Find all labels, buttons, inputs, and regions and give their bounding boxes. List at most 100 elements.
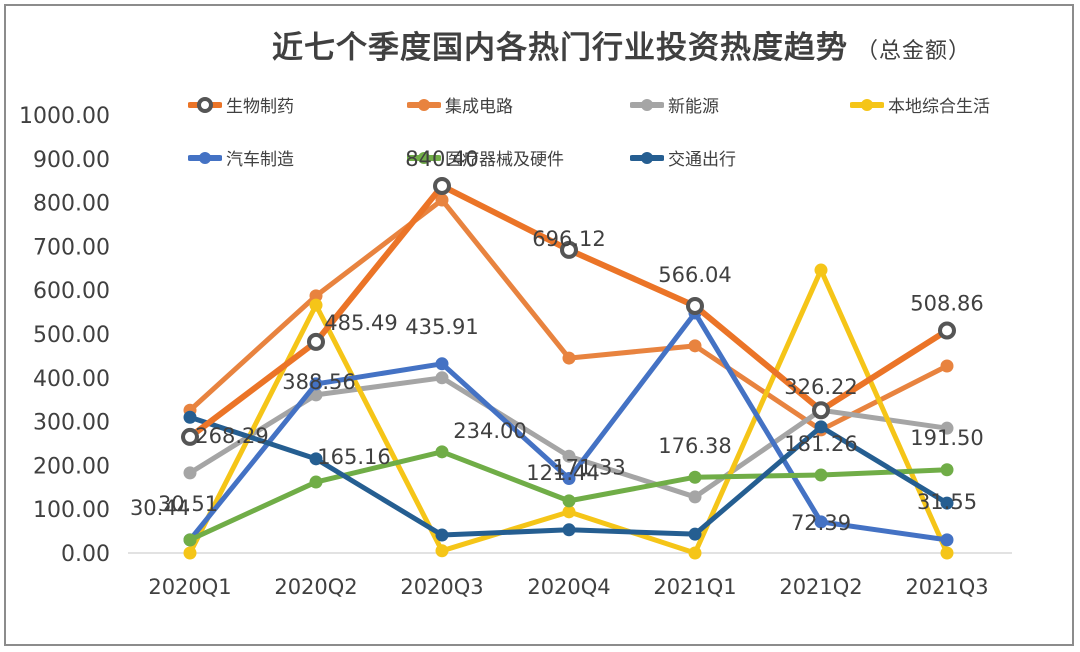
x-tick-label: 2020Q1	[148, 575, 231, 599]
legend-label: 生物制药	[226, 97, 294, 117]
data-label: 840.40	[405, 147, 478, 171]
data-point-marker	[309, 298, 323, 312]
legend-swatch-icon	[630, 151, 664, 164]
legend-item[interactable]: 本地综合生活	[850, 92, 990, 117]
data-point-marker	[309, 475, 323, 489]
legend-label: 医疗器械及硬件	[445, 150, 564, 170]
legend-item[interactable]: 集成电路	[407, 92, 513, 117]
y-tick-label: 900.00	[33, 148, 110, 173]
y-tick-label: 700.00	[33, 235, 110, 260]
data-point-marker	[183, 533, 197, 547]
data-point-marker	[309, 452, 323, 466]
data-point-marker	[814, 515, 828, 529]
data-point-marker	[562, 505, 576, 519]
data-point-marker	[688, 339, 702, 353]
data-label: 31.55	[917, 490, 977, 514]
data-label: 30.44	[130, 496, 190, 520]
y-tick-label: 200.00	[33, 454, 110, 479]
data-point-marker	[307, 332, 325, 351]
data-point-marker	[435, 193, 449, 207]
title-text: 近七个季度国内各热门行业投资热度趋势	[272, 30, 848, 66]
chart-frame	[4, 4, 1074, 646]
series-5	[183, 445, 954, 547]
legend-swatch-icon	[188, 151, 222, 164]
legend-swatch-icon	[850, 98, 884, 111]
data-point-marker	[812, 401, 830, 420]
data-point-marker	[814, 420, 828, 434]
data-label: 566.04	[658, 263, 731, 287]
data-point-marker	[940, 421, 954, 435]
legend-label: 汽车制造	[226, 150, 294, 170]
data-point-marker	[435, 371, 449, 385]
series-3	[183, 263, 954, 560]
data-point-marker	[309, 289, 323, 303]
data-label: 435.91	[405, 315, 478, 339]
data-point-marker	[435, 528, 449, 542]
y-tick-label: 500.00	[33, 323, 110, 348]
data-point-marker	[940, 496, 954, 510]
x-tick-label: 2021Q3	[905, 575, 988, 599]
data-label: 121.44	[526, 461, 599, 485]
legend-label: 本地综合生活	[888, 97, 990, 117]
data-label: 165.16	[317, 445, 390, 469]
data-point-marker	[309, 377, 323, 391]
data-label: 326.22	[784, 375, 857, 399]
legend-item[interactable]: 医疗器械及硬件	[407, 145, 564, 170]
data-point-marker	[688, 527, 702, 541]
data-label: 388.56	[282, 370, 355, 394]
data-label: 234.00	[453, 419, 526, 443]
x-tick-label: 2020Q2	[274, 575, 357, 599]
data-label: 72.39	[791, 511, 851, 535]
data-label: 181.26	[784, 432, 857, 456]
x-axis: 2020Q1 2020Q2 2020Q3 2020Q4 2021Q1 2021Q2 2021…	[148, 575, 988, 599]
data-label: 30.51	[158, 492, 218, 516]
legend-item[interactable]: 新能源	[630, 92, 719, 117]
data-point-marker	[562, 523, 576, 537]
y-tick-label: 1000.00	[19, 104, 110, 129]
legend-swatch-icon	[188, 96, 222, 113]
data-point-marker	[435, 357, 449, 371]
y-tick-label: 300.00	[33, 411, 110, 436]
data-label: 171.33	[552, 456, 625, 480]
legend-label: 新能源	[668, 97, 719, 117]
series-0	[181, 176, 956, 446]
x-tick-label: 2021Q1	[653, 575, 736, 599]
data-point-marker	[938, 321, 956, 340]
legend-label: 交通出行	[668, 150, 736, 170]
legend-item[interactable]: 交通出行	[630, 145, 736, 170]
data-point-marker	[940, 533, 954, 547]
y-tick-label: 400.00	[33, 367, 110, 392]
data-label: 191.50	[910, 426, 983, 450]
legend-swatch-icon	[407, 98, 441, 111]
chart-title: 近七个季度国内各热门行业投资热度趋势 （总金额）	[272, 22, 971, 67]
title-subtitle: （总金额）	[856, 39, 972, 64]
data-point-marker	[688, 490, 702, 504]
y-tick-label: 600.00	[33, 279, 110, 304]
data-point-marker	[814, 263, 828, 277]
data-point-marker	[940, 463, 954, 477]
data-point-marker	[183, 410, 197, 424]
data-point-marker	[940, 359, 954, 373]
data-point-marker	[181, 427, 199, 446]
legend-swatch-icon	[630, 98, 664, 111]
data-label: 485.49	[324, 311, 397, 335]
data-point-marker	[183, 546, 197, 560]
y-tick-label: 0.00	[61, 542, 110, 567]
data-point-marker	[433, 176, 451, 195]
x-tick-label: 2021Q2	[779, 575, 862, 599]
legend-item[interactable]: 汽车制造	[188, 145, 294, 170]
data-point-marker	[562, 494, 576, 508]
data-point-marker	[562, 351, 576, 365]
data-point-marker	[814, 468, 828, 482]
legend-item[interactable]: 生物制药	[188, 92, 294, 117]
data-point-marker	[435, 544, 449, 558]
y-axis: 0.00 100.00 200.00 300.00 400.00 500.00 600.00…	[19, 104, 110, 567]
data-point-marker	[435, 445, 449, 459]
data-point-marker	[562, 472, 576, 486]
data-label: 176.38	[658, 434, 731, 458]
data-labels: 268.29 485.49 840.40 696.12 566.04 326.22 508.…	[130, 147, 984, 535]
legend-swatch-icon	[407, 151, 441, 164]
data-point-marker	[183, 466, 197, 480]
series-6	[183, 410, 954, 542]
